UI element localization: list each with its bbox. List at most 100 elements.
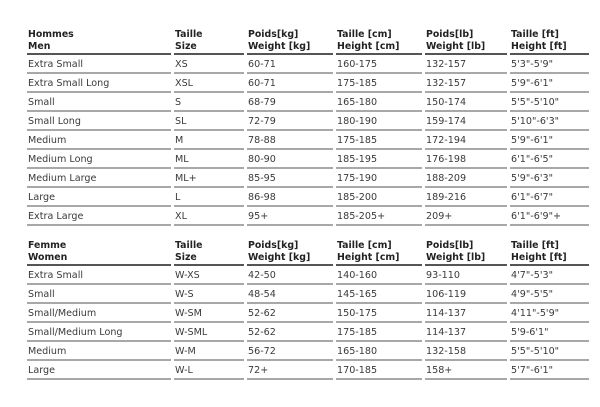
header-english: Height [ft] [511,40,567,52]
table-cell: Extra Small Long [27,74,171,93]
table-row: Small Long SL 72-79 180-190 159-174 5'10"-6'3… [27,112,589,131]
table-cell: 189-216 [425,188,507,207]
table-cell: 114-137 [425,323,507,342]
table-cell: Small/Medium [27,304,171,323]
table-cell: 93-110 [425,266,507,285]
header-english: Height [cm] [337,40,400,52]
table-cell: 175-185 [336,74,422,93]
table-cell: 5'9"-6'1" [510,131,589,150]
table-cell: W-SML [174,323,244,342]
men-size-table: Hommes Men Taille Size Poids[kg] Weight [kg] T… [24,27,592,226]
table-cell: 4'7"-5'3" [510,266,589,285]
table-cell: Medium [27,342,171,361]
table-cell: 185-205+ [336,207,422,226]
table-cell: 150-174 [425,93,507,112]
column-header: Poids[kg] Weight [kg] [247,238,333,266]
table-cell: W-M [174,342,244,361]
table-cell: 4'9"-5'5" [510,285,589,304]
table-cell: 5'10"-6'3" [510,112,589,131]
table-cell: 114-137 [425,304,507,323]
table-cell: 60-71 [247,55,333,74]
table-cell: 6'1"-6'7" [510,188,589,207]
title-french: Femme [28,240,67,251]
table-cell: ML [174,150,244,169]
header-row: Hommes Men Taille Size Poids[kg] Weight [kg] T… [27,27,589,55]
column-header: Taille [cm] Height [cm] [336,27,422,55]
title-english: Men [28,40,51,52]
table-cell: L [174,188,244,207]
table-cell: 132-158 [425,342,507,361]
table-cell: 52-62 [247,323,333,342]
table-cell: XS [174,55,244,74]
table-cell: 158+ [425,361,507,380]
table-row: Small/Medium Long W-SML 52-62 175-185 114-13… [27,323,589,342]
women-size-table: Femme Women Taille Size Poids[kg] Weight [kg]… [24,238,592,380]
table-cell: W-XS [174,266,244,285]
table-cell: 5'3"-5'9" [510,55,589,74]
header-french: Taille [cm] [337,240,392,251]
header-english: Weight [lb] [426,251,486,263]
table-cell: 60-71 [247,74,333,93]
header-french: Taille [cm] [337,29,392,40]
table-cell: 180-190 [336,112,422,131]
table-cell: 56-72 [247,342,333,361]
table-cell: Extra Large [27,207,171,226]
table-cell: 42-50 [247,266,333,285]
column-header: Taille Size [174,27,244,55]
header-english: Size [175,40,197,52]
header-english: Height [ft] [511,251,567,263]
header-french: Taille [ft] [511,240,559,251]
table-cell: Medium Long [27,150,171,169]
column-header: Poids[lb] Weight [lb] [425,27,507,55]
table-cell: 132-157 [425,74,507,93]
header-english: Height [cm] [337,251,400,263]
column-header: Taille [cm] Height [cm] [336,238,422,266]
table-cell: 5'7"-6'1" [510,361,589,380]
table-row: Extra Large XL 95+ 185-205+ 209+ 6'1"-6'9"+ [27,207,589,226]
table-cell: Large [27,361,171,380]
table-cell: S [174,93,244,112]
title-french: Hommes [28,29,74,40]
table-cell: W-L [174,361,244,380]
table-cell: 160-175 [336,55,422,74]
table-cell: 175-185 [336,131,422,150]
title-english: Women [28,251,68,263]
table-cell: Extra Small [27,266,171,285]
table-cell: XL [174,207,244,226]
table-cell: Small Long [27,112,171,131]
table-cell: 5'9-6'1" [510,323,589,342]
table-cell: SL [174,112,244,131]
table-cell: 5'5"-5'10" [510,342,589,361]
table-cell: Extra Small [27,55,171,74]
table-row: Extra Small Long XSL 60-71 175-185 132-157 5'… [27,74,589,93]
table-cell: 85-95 [247,169,333,188]
column-header: Poids[kg] Weight [kg] [247,27,333,55]
table-row: Small W-S 48-54 145-165 106-119 4'9"-5'5" [27,285,589,304]
table-row: Extra Small XS 60-71 160-175 132-157 5'3"-5'9… [27,55,589,74]
table-cell: M [174,131,244,150]
table-row: Large W-L 72+ 170-185 158+ 5'7"-6'1" [27,361,589,380]
table-cell: 165-180 [336,342,422,361]
table-cell: 4'11"-5'9" [510,304,589,323]
table-cell: 175-190 [336,169,422,188]
table-cell: 5'9"-6'1" [510,74,589,93]
table-cell: 172-194 [425,131,507,150]
header-french: Poids[kg] [248,29,299,40]
table-cell: 86-98 [247,188,333,207]
header-french: Poids[lb] [426,29,474,40]
table-cell: Medium [27,131,171,150]
table-cell: 175-185 [336,323,422,342]
column-header: Taille [ft] Height [ft] [510,27,589,55]
header-french: Taille [ft] [511,29,559,40]
table-cell: 68-79 [247,93,333,112]
table-cell: W-SM [174,304,244,323]
table-cell: Small [27,93,171,112]
table-cell: 5'5"-5'10" [510,93,589,112]
column-header: Taille Size [174,238,244,266]
table-cell: 176-198 [425,150,507,169]
header-english: Weight [kg] [248,40,311,52]
table-cell: 165-180 [336,93,422,112]
table-cell: 132-157 [425,55,507,74]
table-row: Large L 86-98 185-200 189-216 6'1"-6'7" [27,188,589,207]
section-title: Femme Women [27,238,171,266]
